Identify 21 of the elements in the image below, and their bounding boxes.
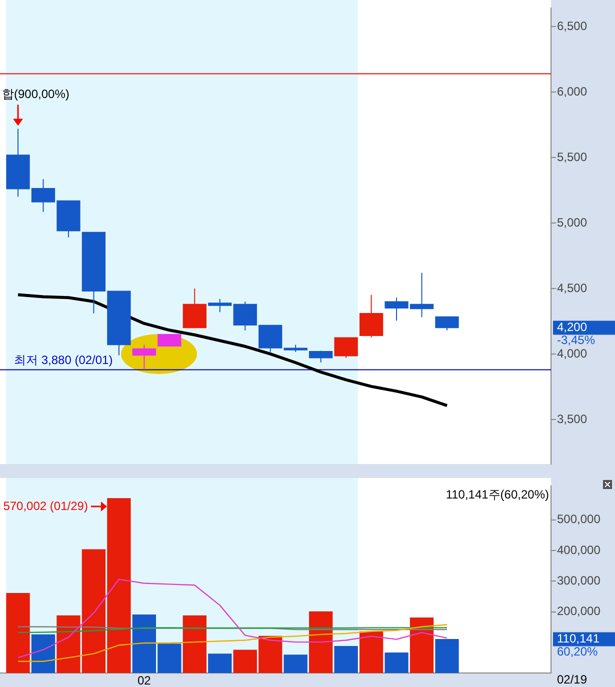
- text: 110,141: [557, 632, 600, 646]
- y-tick-label: 500,000: [557, 512, 601, 526]
- y-tick-label: 4,500: [557, 280, 588, 295]
- annotation: 합(900,00%): [2, 87, 70, 102]
- annotation: 570,002 (01/29): [3, 498, 88, 513]
- ref-line-label: 최저 3,880 (02/01): [14, 353, 113, 368]
- y-tick-label: 3,500: [557, 412, 588, 426]
- text: -3,45%: [557, 333, 596, 348]
- y-tick-label: 5,000: [557, 215, 588, 230]
- y-tick-label: 6,000: [557, 84, 588, 98]
- x-tick-label: 02: [137, 674, 152, 687]
- annotation: 110,141주(60,20%): [446, 488, 549, 502]
- text: 60,20%: [557, 644, 598, 659]
- y-tick-label: 5,500: [557, 150, 588, 164]
- text: 02/19: [557, 672, 588, 686]
- y-tick-label: 200,000: [557, 604, 601, 618]
- text: 4,200: [557, 320, 588, 334]
- y-tick-label: 400,000: [557, 542, 601, 557]
- y-tick-label: 4,000: [557, 346, 588, 360]
- y-tick-label: 6,500: [557, 18, 588, 33]
- y-tick-label: 300,000: [557, 573, 601, 588]
